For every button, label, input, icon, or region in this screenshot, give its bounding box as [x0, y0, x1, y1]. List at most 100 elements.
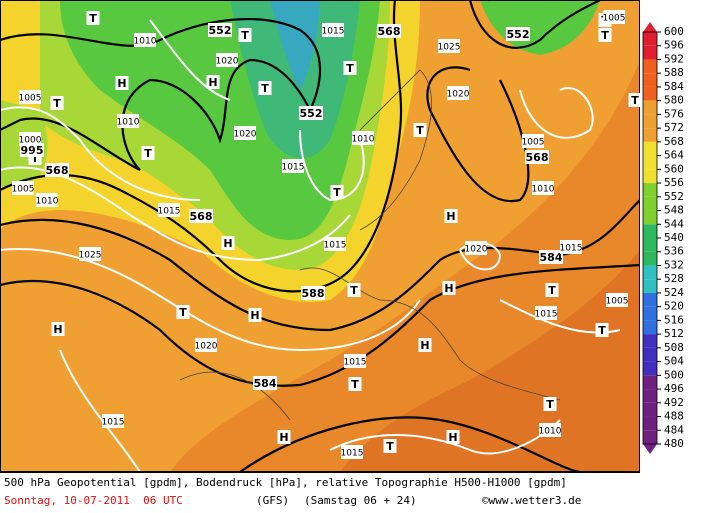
label-bg: [442, 281, 456, 295]
label-bg: [134, 33, 156, 47]
pressure-center: H: [208, 76, 217, 89]
label-bg: [532, 181, 554, 195]
map-border: [0, 0, 640, 472]
colorbar-tick-label: 596: [664, 39, 684, 52]
contour-label: 568: [190, 210, 213, 223]
colorbar-tick-label: 484: [664, 423, 684, 436]
pressure-center: T: [601, 29, 609, 42]
label-bg: [248, 308, 262, 322]
contour-label: 1015: [341, 449, 364, 459]
colorbar-tick-label: 568: [664, 135, 684, 148]
colorbar-tick-label: 588: [664, 66, 684, 79]
colorbar-tick-label: 500: [664, 368, 684, 381]
footer-model: (GFS): [256, 494, 289, 507]
pressure-center: T: [346, 62, 354, 75]
colorbar-tick-label: 548: [664, 204, 684, 217]
colorbar-tick-label: 572: [664, 121, 684, 134]
label-bg: [413, 123, 427, 137]
colorbar-band: [643, 128, 657, 142]
colorbar-tick-label: 528: [664, 272, 684, 285]
colorbar-band: [643, 320, 657, 335]
label-bg: [603, 10, 625, 24]
pressure-center: T: [53, 97, 61, 110]
contour-label: 552: [300, 107, 323, 120]
contour-label: 1015: [324, 241, 347, 251]
contour-label: 1015: [322, 27, 345, 37]
pressure-center: T: [144, 147, 152, 160]
colorbar-tick-label: 576: [664, 107, 684, 120]
label-bg: [79, 247, 101, 261]
label-bg: [253, 376, 277, 390]
label-bg: [221, 236, 235, 250]
label-bg: [341, 445, 363, 459]
colorbar-tick-label: 520: [664, 300, 684, 313]
contour-label: 1005: [603, 14, 626, 24]
pressure-center: T: [261, 82, 269, 95]
colorbar-tick-label: 504: [664, 355, 684, 368]
colorbar-bottom-cap: [643, 444, 657, 454]
label-bg: [535, 306, 557, 320]
contour-label: 1015: [344, 358, 367, 368]
label-bg: [19, 132, 41, 146]
colorbar-band: [643, 430, 657, 444]
label-bg: [117, 114, 139, 128]
label-bg: [176, 305, 190, 319]
colorbar-band: [643, 183, 657, 197]
label-bg: [506, 27, 530, 41]
label-bg: [234, 126, 256, 140]
label-bg: [539, 423, 561, 437]
contour-label: 1000: [19, 136, 42, 146]
label-bg: [344, 354, 366, 368]
label-bg: [438, 39, 460, 53]
label-bg: [446, 430, 460, 444]
colorbar-band: [643, 32, 657, 46]
label-bg: [383, 439, 397, 453]
label-bg: [522, 134, 544, 148]
label-bg: [282, 159, 304, 173]
contour-label: 568: [46, 164, 69, 177]
map-field: [0, 0, 640, 472]
colorbar-band: [643, 196, 657, 211]
colorbar-band: [643, 416, 657, 431]
pressure-center: H: [420, 339, 429, 352]
contour-label: 588: [302, 287, 325, 300]
label-bg: [465, 241, 487, 255]
pressure-center: T: [89, 12, 97, 25]
colorbar-tick-label: 480: [664, 437, 684, 450]
contour-label: 1020: [234, 130, 257, 140]
colorbar-tick-label: 556: [664, 176, 684, 189]
pressure-center: H: [223, 237, 232, 250]
pressure-center: T: [31, 152, 39, 165]
pressure-center: H: [53, 323, 62, 336]
contour-label: 1015: [535, 310, 558, 320]
pressure-center: H: [446, 210, 455, 223]
colorbar-band: [643, 141, 657, 156]
label-bg: [301, 286, 325, 300]
contour-label: 1005: [522, 138, 545, 148]
label-bg: [347, 283, 361, 297]
pressure-center: T: [598, 324, 606, 337]
pressure-center: T: [386, 440, 394, 453]
label-bg: [377, 24, 401, 38]
label-bg: [50, 96, 64, 110]
colorbar-tick-label: 540: [664, 231, 684, 244]
colorbar-band: [643, 100, 657, 115]
pressure-center: T: [350, 284, 358, 297]
colorbar-band: [643, 292, 657, 307]
label-bg: [444, 209, 458, 223]
label-bg: [418, 338, 432, 352]
colorbar-tick-label: 536: [664, 245, 684, 258]
pressure-center: T: [179, 306, 187, 319]
contour-label: 568: [378, 25, 401, 38]
colorbar-tick-label: 580: [664, 94, 684, 107]
colorbar-band: [643, 210, 657, 225]
pressure-center: H: [448, 431, 457, 444]
label-bg: [195, 338, 217, 352]
label-bg: [36, 193, 58, 207]
pressure-center: T: [241, 29, 249, 42]
pressure-center: H: [279, 431, 288, 444]
colorbar-band: [643, 251, 657, 266]
contour-label: 1015: [560, 244, 583, 254]
label-bg: [525, 150, 549, 164]
